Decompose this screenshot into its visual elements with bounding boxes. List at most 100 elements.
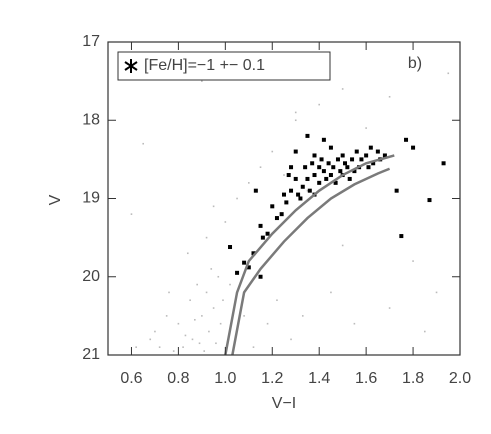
field-point <box>203 350 206 352</box>
star-point <box>335 157 340 162</box>
legend-label: [Fe/H]=−1 +− 0.1 <box>144 57 265 74</box>
field-point <box>341 88 344 90</box>
star-point <box>364 153 369 158</box>
star-point <box>284 200 289 205</box>
field-point <box>236 197 238 200</box>
star-point <box>289 188 294 193</box>
star-point <box>274 216 279 221</box>
field-point <box>201 80 203 82</box>
field-point <box>198 342 201 345</box>
star-point <box>368 145 373 150</box>
x-tick-label: 1.8 <box>402 370 424 387</box>
star-point <box>282 192 286 197</box>
star-point <box>319 157 324 162</box>
field-point <box>212 307 215 309</box>
star-point <box>265 231 270 236</box>
field-point <box>353 322 356 325</box>
star-point <box>324 176 329 181</box>
field-point <box>435 291 438 294</box>
star-point <box>399 234 404 239</box>
star-point <box>345 165 350 170</box>
field-point <box>184 334 187 337</box>
star-point <box>293 176 298 181</box>
x-tick-label: 0.6 <box>120 370 142 387</box>
field-point <box>205 236 208 239</box>
field-point <box>154 330 156 333</box>
star-point <box>270 204 275 209</box>
field-point <box>135 346 137 348</box>
field-point <box>149 338 152 341</box>
star-point <box>253 188 258 193</box>
field-point <box>130 213 133 215</box>
star-point <box>305 133 310 138</box>
field-point <box>365 127 367 129</box>
star-point <box>321 137 326 142</box>
field-point <box>189 299 191 302</box>
field-point <box>290 338 292 341</box>
field-point <box>276 299 278 302</box>
field-point <box>191 338 194 341</box>
star-point <box>343 161 348 166</box>
star-point <box>286 173 291 178</box>
field-point <box>330 291 332 294</box>
field-point <box>158 346 161 348</box>
y-tick-label: 20 <box>82 268 100 285</box>
y-axis-label: V <box>47 194 64 205</box>
star-point <box>371 161 376 166</box>
field-point <box>210 268 213 270</box>
field-point <box>294 119 297 122</box>
field-point <box>215 342 217 345</box>
field-point <box>341 244 344 247</box>
star-point <box>375 149 380 154</box>
field-point <box>306 189 309 192</box>
legend-marker <box>124 61 138 71</box>
field-point <box>217 275 220 278</box>
star-point <box>303 165 308 170</box>
star-point <box>352 169 357 174</box>
field-point <box>318 103 320 106</box>
star-point <box>359 157 364 162</box>
star-point <box>331 165 336 170</box>
field-point <box>243 315 245 317</box>
star-point <box>382 153 387 158</box>
star-point <box>427 198 432 203</box>
star-point <box>411 145 416 150</box>
star-point <box>328 145 333 150</box>
star-point <box>258 223 263 228</box>
star-point <box>242 260 247 265</box>
star-point <box>312 153 317 158</box>
star-point <box>338 169 343 174</box>
field-point <box>388 307 391 309</box>
plot-frame <box>107 41 461 356</box>
field-point <box>388 95 391 98</box>
field-point <box>271 150 274 153</box>
star-point <box>293 149 298 154</box>
star-point <box>328 173 333 178</box>
x-axis-label: V−I <box>272 395 296 412</box>
field-point <box>205 291 208 294</box>
curve <box>224 154 395 356</box>
field-point <box>301 315 304 317</box>
x-tick-label: 0.8 <box>167 370 189 387</box>
star-point <box>394 188 399 193</box>
star-point <box>307 188 312 193</box>
star-point <box>441 161 446 166</box>
field-point <box>208 330 210 333</box>
field-point <box>177 322 180 325</box>
star-point <box>235 270 240 275</box>
curve <box>231 167 391 356</box>
star-point <box>251 251 256 256</box>
star-point <box>317 180 322 185</box>
field-point <box>194 318 196 321</box>
field-point <box>182 346 184 348</box>
star-point <box>354 149 359 154</box>
field-point <box>196 283 198 286</box>
field-point <box>447 72 450 75</box>
legend-box <box>117 51 331 81</box>
star-point <box>305 176 310 181</box>
star-point <box>260 235 265 240</box>
x-tick-label: 1.2 <box>261 370 283 387</box>
star-point <box>321 169 326 174</box>
field-point <box>248 182 250 184</box>
star-point <box>300 184 305 189</box>
